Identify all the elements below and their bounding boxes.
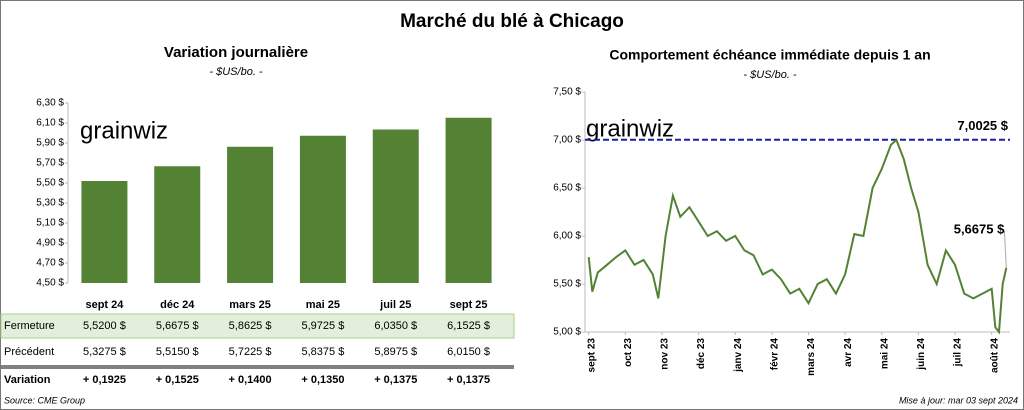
- table-cell: 5,8975 $: [374, 346, 417, 358]
- x-tick-label: sept 23: [586, 338, 597, 373]
- table-cell: + 0,1375: [447, 374, 490, 386]
- x-tick-label: mai 25: [306, 299, 340, 311]
- table-cell: 6,0150 $: [447, 346, 490, 358]
- x-tick-label: nov 23: [660, 338, 671, 370]
- y-tick-label: 5,10 $: [36, 218, 64, 229]
- logo: grainwiz: [80, 117, 168, 144]
- x-tick-label: févr 24: [769, 338, 780, 371]
- main-title: Marché du blé à Chicago: [400, 11, 624, 32]
- y-tick-label: 5,90 $: [36, 138, 64, 149]
- x-tick-label: déc 24: [160, 299, 195, 311]
- x-tick-label: juin 24: [916, 338, 927, 371]
- x-tick-label: oct 23: [623, 338, 634, 367]
- bar: [227, 146, 274, 283]
- source: Source: CME Group: [4, 395, 85, 405]
- x-tick-label: mai 24: [879, 338, 890, 370]
- y-tick-label: 7,00 $: [553, 135, 581, 146]
- x-tick-label: janv 24: [733, 338, 744, 373]
- table-cell: + 0,1375: [374, 374, 417, 386]
- logo: grainwiz: [586, 115, 674, 142]
- y-tick-label: 5,70 $: [36, 158, 64, 169]
- bar: [372, 129, 419, 283]
- y-tick-label: 6,00 $: [553, 231, 581, 242]
- x-tick-label: mars 25: [229, 299, 271, 311]
- y-tick-label: 5,00 $: [553, 327, 581, 338]
- table-cell: + 0,1400: [229, 374, 272, 386]
- row-label: Précédent: [4, 346, 54, 358]
- value-label: 5,8625 $: [229, 320, 272, 332]
- value-label: 5,9725 $: [302, 320, 345, 332]
- value-label: 5,6675 $: [156, 320, 199, 332]
- chart-title: Comportement échéance immédiate depuis 1…: [609, 47, 930, 63]
- y-tick-label: 5,30 $: [36, 198, 64, 209]
- y-tick-label: 4,70 $: [36, 258, 64, 269]
- chart-subtitle: - $US/bo. -: [743, 69, 797, 81]
- table-cell: + 0,1525: [156, 374, 199, 386]
- table-cell: + 0,1350: [301, 374, 344, 386]
- bar: [154, 166, 201, 283]
- table-cell: + 0,1925: [83, 374, 126, 386]
- x-tick-label: déc 23: [696, 338, 707, 370]
- table-cell: 5,8375 $: [302, 346, 345, 358]
- value-label: 5,5200 $: [83, 320, 126, 332]
- y-tick-label: 4,90 $: [36, 238, 64, 249]
- end-label: 5,6675 $: [954, 221, 1005, 236]
- y-tick-label: 5,50 $: [553, 279, 581, 290]
- x-tick-label: juil 25: [379, 299, 411, 311]
- y-tick-label: 4,50 $: [36, 278, 64, 289]
- y-tick-label: 6,10 $: [36, 118, 64, 129]
- y-tick-label: 5,50 $: [36, 178, 64, 189]
- table-cell: 5,5150 $: [156, 346, 199, 358]
- row-label: Fermeture: [4, 320, 55, 332]
- x-tick-label: mars 24: [806, 338, 817, 376]
- bar: [445, 117, 492, 283]
- reference-label: 7,0025 $: [957, 118, 1008, 133]
- x-tick-label: juil 24: [953, 338, 964, 368]
- row-label: Variation: [4, 374, 51, 386]
- x-tick-label: avr 24: [843, 338, 854, 367]
- y-tick-label: 6,30 $: [36, 98, 64, 109]
- chart-title: Variation journalière: [164, 44, 308, 61]
- x-tick-label: août 24: [989, 338, 1000, 373]
- value-label: 6,1525 $: [447, 320, 490, 332]
- value-label: 6,0350 $: [374, 320, 417, 332]
- x-tick-label: sept 25: [450, 299, 488, 311]
- bar: [81, 181, 128, 283]
- table-cell: 5,3275 $: [83, 346, 126, 358]
- table-cell: 5,7225 $: [229, 346, 272, 358]
- close-row-bg: [0, 313, 515, 339]
- chart-subtitle: - $US/bo. -: [209, 66, 263, 78]
- updated: Mise à jour: mar 03 sept 2024: [899, 395, 1018, 405]
- label-leader: [1003, 229, 1007, 268]
- x-tick-label: sept 24: [85, 299, 124, 311]
- y-tick-label: 6,50 $: [553, 183, 581, 194]
- bar: [299, 135, 346, 283]
- price-line: [587, 138, 1008, 335]
- y-tick-label: 7,50 $: [553, 87, 581, 98]
